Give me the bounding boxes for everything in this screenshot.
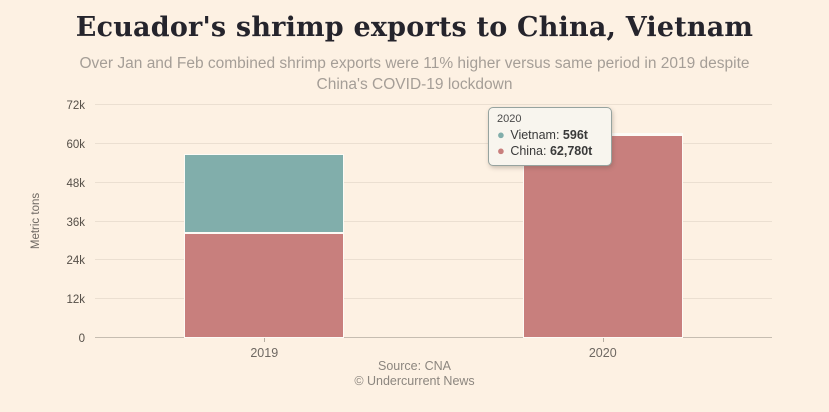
gridline — [95, 220, 772, 222]
gridline — [95, 298, 772, 300]
y-tick-label: 0 — [78, 333, 85, 345]
source-credit: Source: CNA — [378, 359, 451, 373]
tooltip-label: China: — [506, 144, 550, 158]
copyright-credit: © Undercurrent News — [354, 374, 475, 388]
y-tick-label: 36k — [66, 216, 85, 229]
y-tick-label: 60k — [66, 138, 85, 151]
tooltip-value: 62,780t — [549, 144, 593, 158]
tooltip-value: 596t — [562, 128, 588, 142]
chart-subtitle: Over Jan and Feb combined shrimp exports… — [79, 55, 750, 93]
tooltip-header: 2020 — [497, 113, 522, 125]
bar-segment-china-2019[interactable] — [184, 233, 345, 338]
series-bullet-icon: ● — [497, 127, 505, 142]
plot-area: 0 12k 24k 36k 48k 60k 72k 2019 2020 — [66, 100, 772, 360]
tooltip-label: Vietnam: — [506, 128, 563, 142]
x-axis-tick — [602, 338, 604, 342]
series-bullet-icon: ● — [497, 143, 505, 158]
x-axis-line — [95, 337, 772, 338]
tooltip-row-vietnam: ● Vietnam: 596t — [497, 127, 601, 143]
x-category-label-2020: 2020 — [588, 346, 617, 360]
gridline — [95, 142, 772, 144]
y-tick-label: 24k — [66, 255, 85, 268]
tooltip-row-china: ● China: 62,780t — [497, 143, 601, 159]
tooltip: 2020 ● Vietnam: 596t ● China: 62,780t — [488, 107, 612, 166]
x-category-label-2019: 2019 — [250, 346, 279, 360]
gridline — [95, 181, 772, 183]
bar-segment-vietnam-2019[interactable] — [184, 153, 345, 234]
chart-title: Ecuador's shrimp exports to China, Vietn… — [75, 12, 754, 43]
gridline — [95, 259, 772, 261]
y-tick-label: 12k — [66, 294, 85, 307]
bar-2019 — [184, 105, 345, 338]
gridline — [95, 104, 772, 105]
y-tick-label: 72k — [66, 100, 85, 112]
y-tick-label: 48k — [66, 177, 85, 190]
x-axis-tick — [264, 338, 266, 342]
